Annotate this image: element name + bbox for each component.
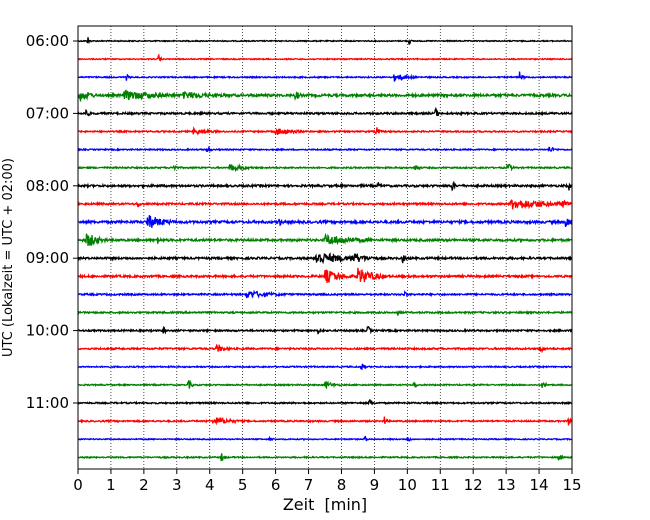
trace-row-0730 — [77, 145, 573, 153]
trace-row-0915 — [77, 267, 573, 284]
plot-area — [78, 26, 572, 469]
trace-row-0630 — [77, 71, 573, 83]
x-axis-label: Zeit [min] — [283, 495, 367, 514]
y-tick-label: 06:00 — [26, 32, 69, 50]
trace-row-1015 — [77, 343, 573, 354]
trace-row-1030 — [77, 363, 573, 370]
trace-row-0930 — [77, 289, 573, 299]
y-axis-ticks: 06:00 07:00 08:00 09:00 10:00 11:00 — [26, 32, 78, 412]
plot-frame — [77, 25, 573, 470]
x-tick-label: 0 — [73, 476, 83, 494]
x-gridlines — [110, 26, 540, 469]
x-tick-label: 14 — [530, 476, 549, 494]
x-tick-label: 6 — [271, 476, 281, 494]
trace-row-1100 — [77, 399, 573, 406]
y-tick-label: 11:00 — [26, 394, 69, 412]
x-tick-label: 4 — [205, 476, 215, 494]
x-tick-label: 10 — [398, 476, 417, 494]
trace-row-0900 — [77, 252, 573, 265]
x-tick-label: 15 — [562, 476, 581, 494]
trace-row-1115 — [77, 416, 573, 426]
trace-row-1130 — [77, 435, 573, 442]
y-tick-label: 07:00 — [26, 104, 69, 122]
trace-row-0600 — [77, 37, 573, 46]
x-axis-ticks: 0 1 2 3 4 5 6 7 8 9 10 11 12 13 14 15 — [73, 469, 582, 494]
x-tick-label: 7 — [304, 476, 314, 494]
trace-row-0615 — [77, 53, 573, 63]
trace-row-0800 — [77, 180, 573, 192]
trace-row-0845 — [77, 232, 573, 247]
y-tick-label: 08:00 — [26, 177, 69, 195]
trace-row-0715 — [77, 126, 573, 136]
y-axis-label: UTC (Lokalzeit = UTC + 02:00) — [1, 158, 16, 357]
trace-row-0645 — [77, 89, 572, 102]
x-tick-label: 5 — [238, 476, 248, 494]
x-tick-label: 1 — [106, 476, 116, 494]
seismogram-traces — [77, 37, 573, 462]
x-tick-label: 12 — [464, 476, 483, 494]
trace-row-0945 — [77, 309, 573, 316]
trace-row-0815 — [77, 199, 573, 210]
trace-row-0830 — [77, 215, 573, 228]
x-tick-label: 9 — [370, 476, 380, 494]
x-tick-label: 11 — [431, 476, 450, 494]
x-tick-label: 3 — [172, 476, 182, 494]
x-tick-label: 13 — [497, 476, 516, 494]
trace-row-1000 — [77, 325, 573, 335]
y-tick-label: 10:00 — [26, 322, 69, 340]
trace-row-0700 — [77, 106, 573, 117]
trace-row-1145 — [77, 453, 573, 462]
y-tick-label: 09:00 — [26, 249, 69, 267]
x-tick-label: 8 — [337, 476, 347, 494]
trace-row-1045 — [77, 379, 573, 390]
trace-row-0745 — [77, 163, 573, 172]
x-tick-label: 2 — [139, 476, 149, 494]
